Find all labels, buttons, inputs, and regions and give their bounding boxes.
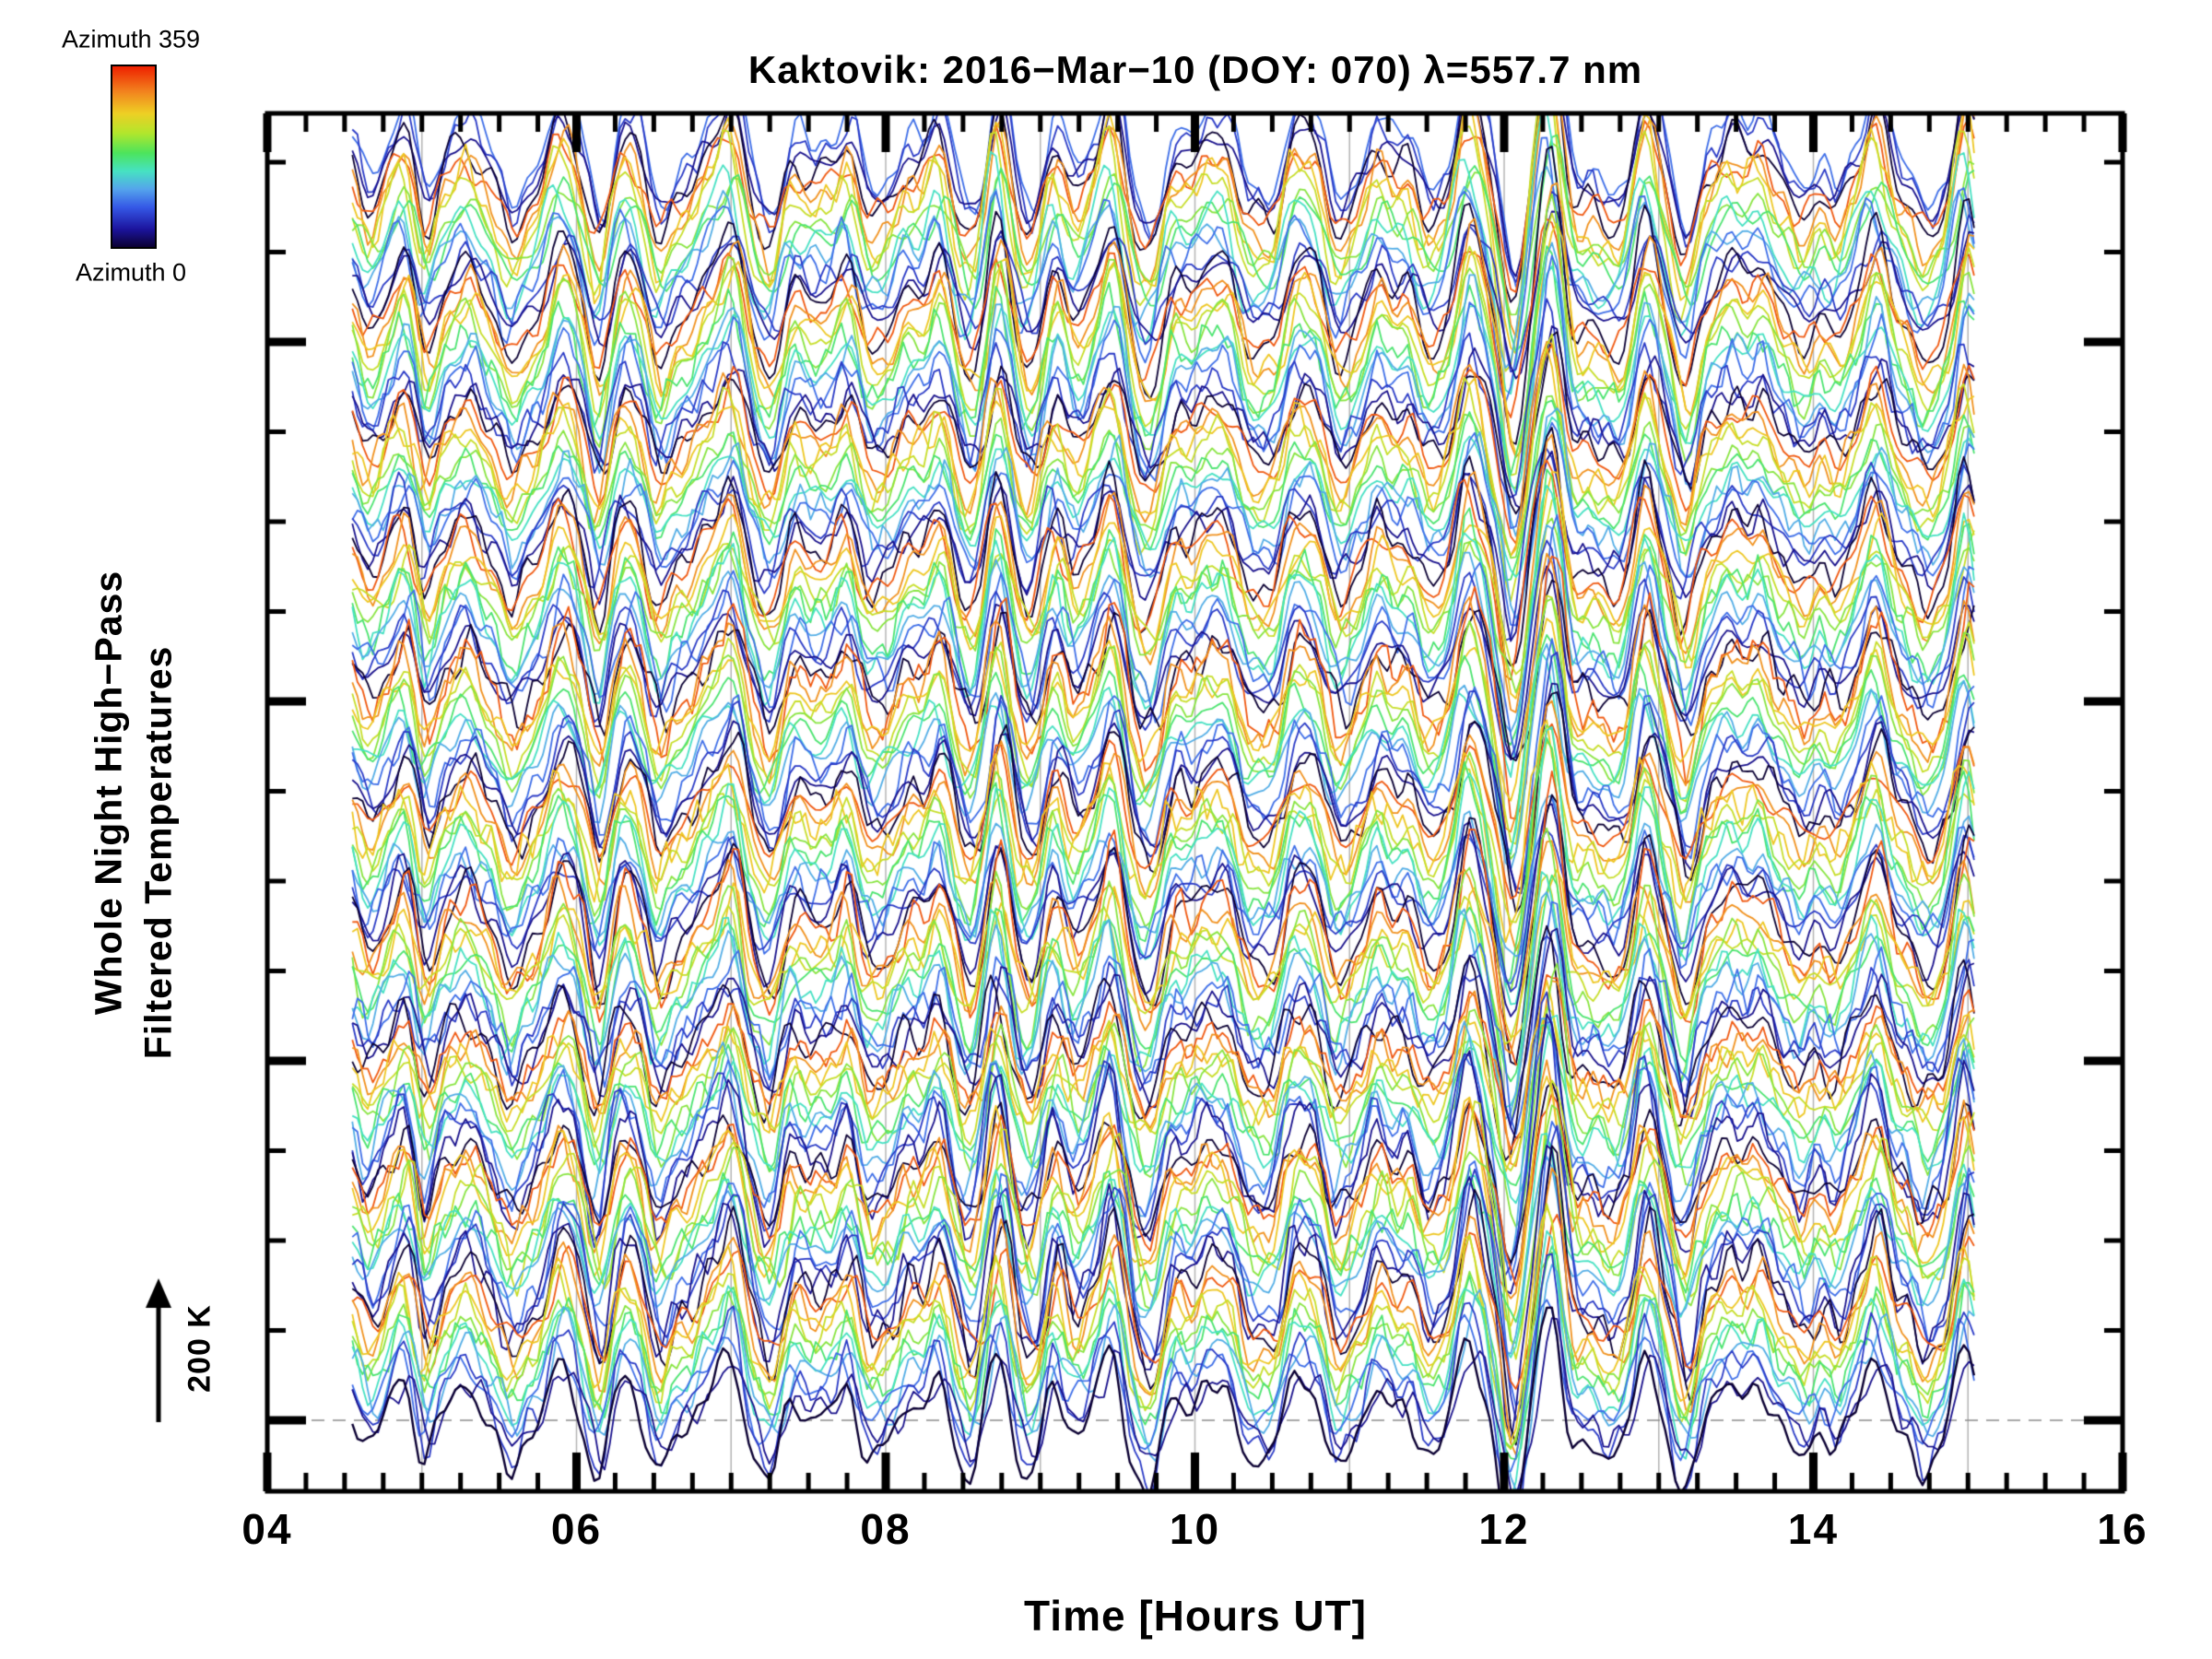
page-title: Kaktovik: 2016−Mar−10 (DOY: 070) λ=557.7… bbox=[747, 48, 1643, 91]
x-tick-label-04: 04 bbox=[241, 1505, 293, 1553]
colorbar-label-min: Azimuth 0 bbox=[75, 258, 187, 287]
x-tick-label-12: 12 bbox=[1478, 1505, 1530, 1553]
x-tick-label-06: 06 bbox=[550, 1505, 603, 1553]
x-tick-label-08: 08 bbox=[860, 1505, 912, 1553]
x-axis-title: Time [Hours UT] bbox=[1024, 1592, 1367, 1640]
colorbar-label-max: Azimuth 359 bbox=[61, 25, 201, 53]
y-axis-title-line1: Whole Night High−Pass bbox=[87, 570, 130, 1016]
y-axis-title-line2: Filtered Temperatures bbox=[136, 645, 180, 1060]
x-tick-label-14: 14 bbox=[1787, 1505, 1840, 1553]
x-tick-label-10: 10 bbox=[1169, 1505, 1221, 1553]
scale-bar-label: 200 K bbox=[182, 1304, 218, 1393]
x-tick-label-16: 16 bbox=[2097, 1505, 2148, 1553]
azimuth-colorbar bbox=[111, 65, 157, 249]
